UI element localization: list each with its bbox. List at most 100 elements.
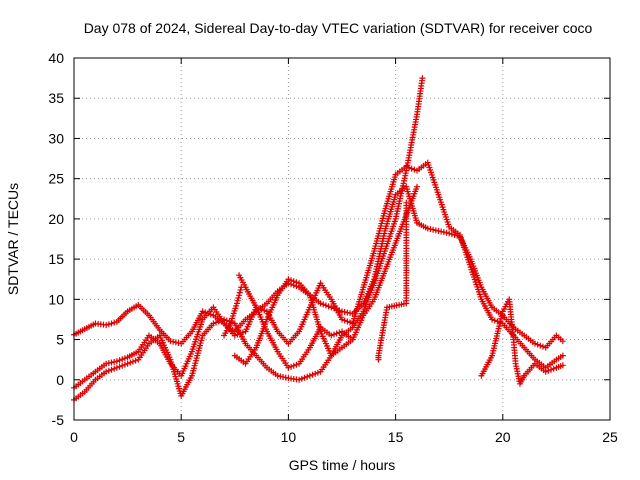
data-point bbox=[290, 362, 297, 369]
data-point bbox=[448, 231, 455, 238]
data-point bbox=[236, 292, 243, 299]
data-point bbox=[408, 165, 415, 172]
data-point bbox=[234, 297, 241, 304]
y-axis-label: SDTVAR / TECUs bbox=[5, 183, 21, 295]
data-point bbox=[285, 276, 292, 283]
data-point bbox=[167, 338, 174, 345]
data-point bbox=[261, 307, 268, 314]
data-point bbox=[320, 301, 327, 308]
data-point bbox=[105, 321, 112, 328]
data-point bbox=[344, 309, 351, 316]
y-tick-label: -5 bbox=[52, 412, 65, 428]
data-point bbox=[537, 342, 544, 349]
y-tick-label: 5 bbox=[56, 332, 64, 348]
data-point bbox=[121, 361, 128, 368]
data-point bbox=[330, 331, 337, 338]
data-point bbox=[288, 363, 295, 370]
y-axis-ticks: -5 0 5 10 15 20 25 30 35 40 bbox=[48, 50, 610, 428]
data-point bbox=[446, 230, 453, 237]
data-point bbox=[235, 294, 242, 301]
data-point bbox=[111, 358, 118, 365]
data-point bbox=[545, 367, 552, 374]
data-point bbox=[111, 319, 118, 326]
data-point bbox=[237, 286, 244, 293]
data-point bbox=[333, 330, 340, 337]
data-point bbox=[202, 309, 209, 316]
data-point bbox=[347, 319, 354, 326]
data-point bbox=[231, 332, 238, 339]
x-tick-label: 15 bbox=[388, 429, 404, 445]
data-point bbox=[550, 365, 557, 372]
data-point bbox=[403, 163, 410, 170]
data-point bbox=[288, 277, 295, 284]
data-point bbox=[207, 311, 214, 318]
data-point bbox=[403, 199, 410, 206]
data-point bbox=[124, 360, 131, 367]
plot-points bbox=[71, 75, 566, 403]
data-point bbox=[116, 357, 123, 364]
data-point bbox=[347, 310, 354, 317]
data-point bbox=[542, 368, 549, 375]
data-point bbox=[344, 318, 351, 325]
data-point bbox=[121, 355, 128, 362]
data-point bbox=[105, 360, 112, 367]
data-point bbox=[175, 339, 182, 346]
data-point bbox=[414, 183, 421, 190]
data-point bbox=[129, 358, 136, 365]
data-point bbox=[282, 374, 289, 381]
data-point bbox=[103, 322, 110, 329]
data-point bbox=[322, 302, 329, 309]
data-point bbox=[306, 372, 313, 379]
data-point bbox=[290, 278, 297, 285]
data-point bbox=[309, 371, 316, 378]
chart-title: Day 078 of 2024, Sidereal Day-to-day VTE… bbox=[84, 20, 593, 36]
data-point bbox=[440, 229, 447, 236]
data-point bbox=[317, 300, 324, 307]
x-tick-label: 25 bbox=[602, 429, 618, 445]
data-point bbox=[274, 372, 281, 379]
data-point bbox=[406, 164, 412, 171]
data-point bbox=[277, 373, 284, 380]
data-point bbox=[548, 366, 555, 373]
data-point bbox=[451, 231, 458, 238]
data-point bbox=[108, 320, 115, 327]
data-point bbox=[336, 329, 343, 336]
y-tick-label: 10 bbox=[48, 291, 64, 307]
data-point bbox=[119, 362, 126, 369]
data-point bbox=[419, 75, 426, 82]
data-point bbox=[103, 368, 110, 375]
data-point bbox=[132, 357, 139, 364]
data-point bbox=[339, 316, 345, 323]
data-point bbox=[328, 332, 335, 339]
data-point bbox=[105, 367, 112, 374]
x-axis-ticks: 0 5 10 15 20 25 bbox=[70, 58, 618, 445]
data-point bbox=[531, 340, 538, 347]
data-point bbox=[238, 284, 245, 291]
y-tick-label: 40 bbox=[48, 50, 64, 66]
data-point bbox=[213, 319, 220, 326]
data-point bbox=[210, 320, 217, 327]
data-point bbox=[199, 308, 206, 315]
data-point bbox=[116, 363, 123, 370]
data-point bbox=[233, 300, 240, 307]
data-point bbox=[559, 338, 566, 345]
data-point bbox=[491, 317, 498, 324]
data-point bbox=[349, 336, 356, 343]
data-point bbox=[172, 339, 179, 346]
x-axis-label: GPS time / hours bbox=[289, 457, 396, 473]
data-point bbox=[285, 364, 292, 371]
data-point bbox=[339, 308, 345, 315]
data-point bbox=[304, 373, 311, 380]
data-point bbox=[435, 227, 442, 234]
x-tick-label: 5 bbox=[177, 429, 185, 445]
data-point bbox=[170, 338, 177, 345]
data-point bbox=[411, 166, 418, 173]
data-point bbox=[280, 373, 287, 380]
data-point bbox=[119, 356, 126, 363]
data-point bbox=[489, 316, 496, 323]
data-point bbox=[559, 362, 566, 369]
data-point bbox=[341, 309, 348, 316]
data-point bbox=[430, 226, 437, 233]
data-point bbox=[325, 303, 332, 310]
x-tick-label: 0 bbox=[70, 429, 78, 445]
